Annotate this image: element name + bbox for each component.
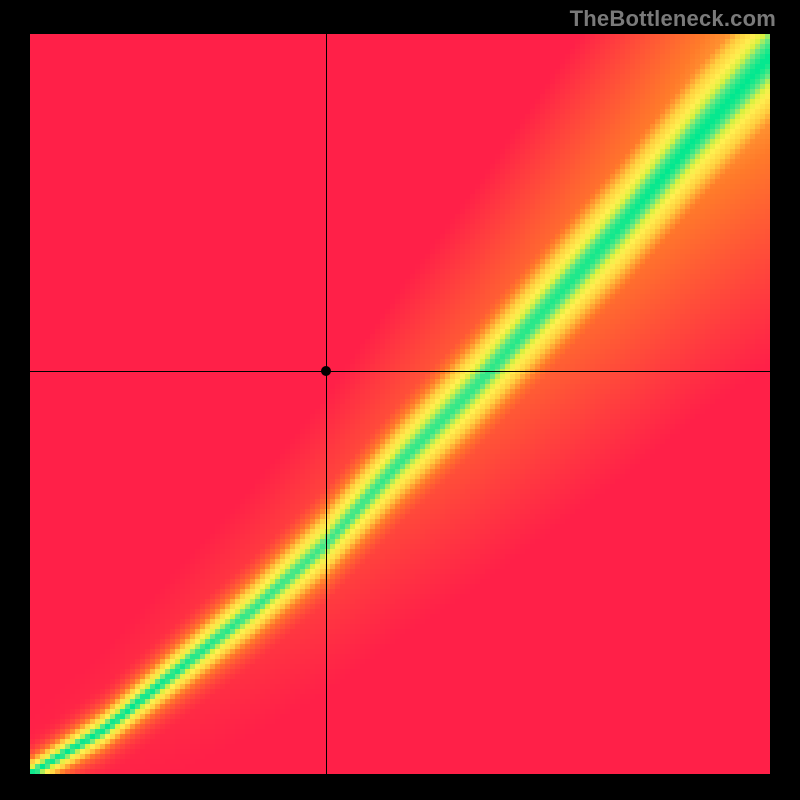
heatmap-canvas: [30, 34, 770, 774]
crosshair-marker-dot: [321, 366, 331, 376]
chart-container: TheBottleneck.com: [0, 0, 800, 800]
crosshair-vertical: [326, 34, 327, 774]
plot-area: [30, 34, 770, 774]
watermark-text: TheBottleneck.com: [570, 6, 776, 32]
crosshair-horizontal: [30, 371, 770, 372]
